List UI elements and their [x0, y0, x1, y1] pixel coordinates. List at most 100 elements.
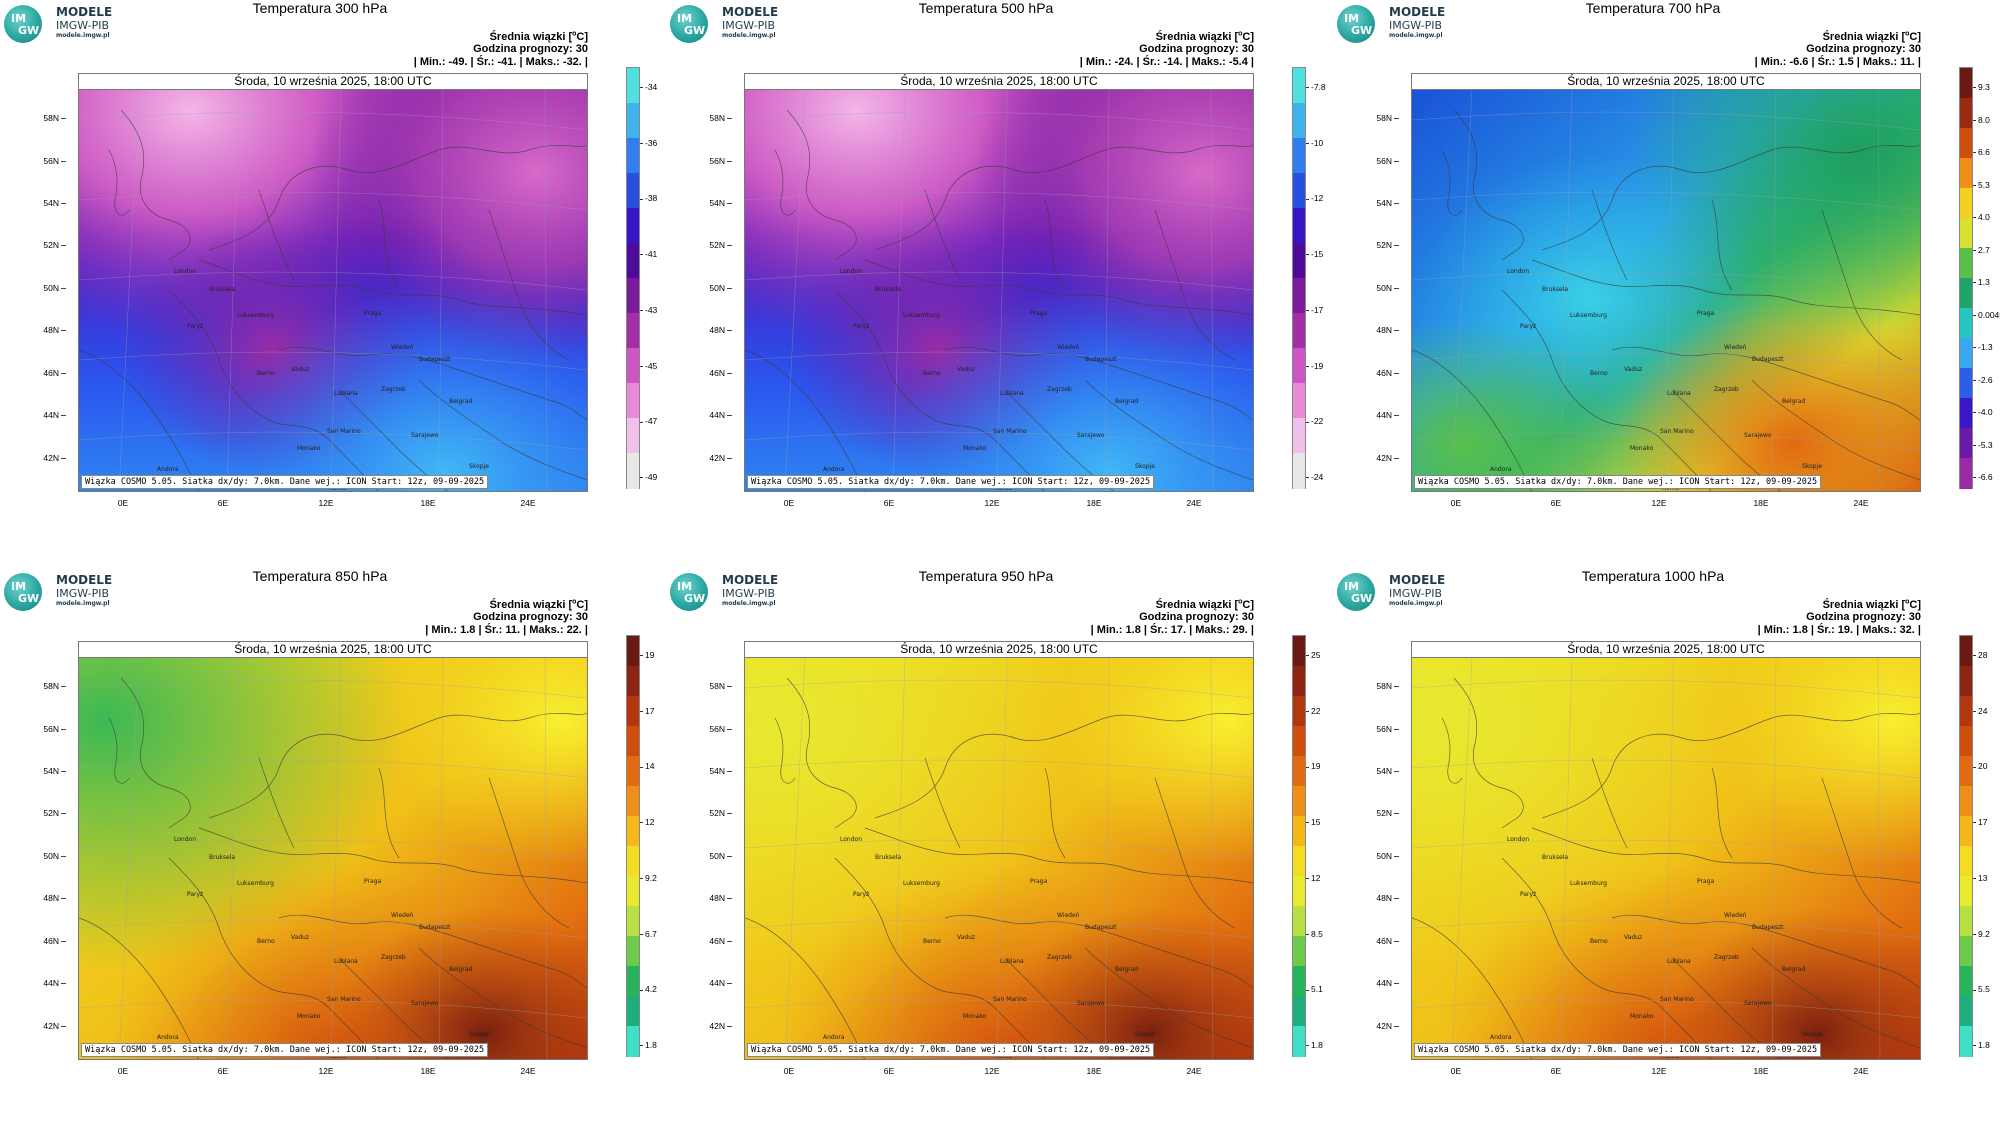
panel-info: Średnia wiązki [oC] Godzina prognozy: 30… [1755, 28, 1921, 68]
colorbar-tick-label: -15 [1306, 249, 1323, 259]
colorbar-segment [1293, 68, 1305, 104]
colorbar-tick-label: 12 [640, 817, 654, 827]
colorbar-segment [1293, 453, 1305, 489]
latitude-label: 54N [36, 766, 66, 776]
colorbar-tick-label: 25 [1306, 650, 1320, 660]
colorbar-ticks: 9.3 8.0 6.6 5.3 4.0 2.7 1.3 0.0045 -1.3 -2.6 -4.0 -… [1973, 67, 2000, 487]
city-label: Vaduz [957, 934, 976, 941]
colorbar-segment [1293, 418, 1305, 454]
logo-text-imgw: IMGW-PIB [1389, 19, 1443, 32]
city-label: Bruksela [1542, 854, 1569, 861]
imgw-logo-icon: IM GW [670, 5, 708, 43]
forecast-date: Środa, 10 września 2025, 18:00 UTC [79, 74, 587, 90]
city-label: Belgrad [449, 398, 473, 405]
latitude-label: 52N [36, 808, 66, 818]
city-label: Berno [257, 938, 275, 945]
colorbar-segment [1960, 876, 1972, 907]
colorbar-tick-label: -38 [640, 193, 657, 203]
colorbar-segment [627, 138, 639, 174]
city-label: San Marino [1660, 996, 1694, 1003]
city-label: Zagrzeb [1714, 386, 1739, 393]
city-label: Paryż [187, 323, 204, 330]
colorbar-segment [627, 636, 639, 667]
longitude-label: 12E [984, 1066, 1000, 1076]
longitude-label: 24E [520, 1066, 536, 1076]
imgw-logo: IM GW MODELE IMGW-PIB modele.imgw.pl [670, 571, 790, 611]
colorbar-ticks: 25 22 19 15 12 8.5 5.1 1.8 [1306, 635, 1338, 1055]
city-label: Monako [297, 1013, 321, 1020]
colorbar-tick-label: 6.7 [640, 929, 657, 939]
colorbar-segment [1960, 936, 1972, 967]
colorbar-segment [627, 816, 639, 847]
city-label: Zagrzeb [381, 954, 406, 961]
colorbar-segment [1293, 726, 1305, 757]
panel-title: Temperatura 1000 hPa [1581, 568, 1725, 584]
graticule [1412, 90, 1920, 491]
panel-info: Średnia wiązki [oC] Godzina prognozy: 30… [1091, 596, 1254, 636]
city-label: Andora [157, 1034, 179, 1041]
city-label: San Marino [1660, 428, 1694, 435]
colorbar-tick-label: -5.3 [1973, 440, 1993, 450]
subtitle: Średnia wiązki [oC] [1155, 598, 1254, 611]
imgw-logo-icon: IM GW [4, 5, 42, 43]
colorbar-segment [627, 173, 639, 209]
colorbar-tick-label: 2.7 [1973, 245, 1990, 255]
city-label: Paryż [187, 891, 204, 898]
map-frame: Środa, 10 września 2025, 18:00 UTC [78, 73, 588, 492]
city-label: Zagrzeb [1047, 386, 1072, 393]
city-label: Bruksela [1542, 286, 1569, 293]
colorbar-segment [1960, 696, 1972, 727]
city-label: Wiedeń [1057, 912, 1080, 919]
latitude-label: 44N [702, 410, 732, 420]
city-label: Praga [1697, 310, 1715, 317]
colorbar-tick-label: 5.5 [1973, 984, 1990, 994]
map-area: London Bruksela Luksemburg Paryż Praga Wiedeń… [79, 90, 587, 491]
logo-text-url: modele.imgw.pl [56, 600, 110, 607]
city-label: Lublana [1000, 390, 1024, 397]
colorbar-segment [1960, 636, 1972, 667]
stats-line: | Min.: 1.8 | Śr.: 19. | Maks.: 32. | [1757, 623, 1921, 636]
latitude-label: 56N [1369, 724, 1399, 734]
colorbar-tick-label: -2.6 [1973, 375, 1993, 385]
forecast-date: Środa, 10 września 2025, 18:00 UTC [1412, 642, 1920, 658]
latitude-label: 54N [702, 198, 732, 208]
latitude-label: 46N [1369, 368, 1399, 378]
longitude-label: 0E [117, 498, 129, 508]
colorbar-tick-label: -47 [640, 416, 657, 426]
latitude-label: 50N [36, 851, 66, 861]
forecast-date: Środa, 10 września 2025, 18:00 UTC [745, 642, 1253, 658]
longitude-label: 24E [1186, 1066, 1202, 1076]
city-label: Andora [823, 1034, 845, 1041]
latitude-label: 46N [1369, 936, 1399, 946]
colorbar-segment [1293, 786, 1305, 817]
latitude-label: 52N [1369, 240, 1399, 250]
colorbar-segment [627, 313, 639, 349]
latitude-label: 44N [36, 410, 66, 420]
city-label: Wiedeń [1724, 344, 1747, 351]
city-label: Bruksela [209, 286, 236, 293]
colorbar-segment [1960, 786, 1972, 817]
logo-text-imgw: IMGW-PIB [722, 19, 776, 32]
colorbar-tick-label: -1.3 [1973, 342, 1993, 352]
colorbar-segment [1293, 846, 1305, 877]
colorbar-segment [1293, 103, 1305, 139]
longitude-label: 0E [783, 1066, 795, 1076]
colorbar-tick-label: 17 [1973, 817, 1987, 827]
temperature-field-map [745, 658, 1253, 1059]
colorbar-tick-label: -10 [1306, 138, 1323, 148]
colorbar-segment [1960, 68, 1972, 99]
forecast-hour: Godzina prognozy: 30 [1806, 43, 1921, 56]
colorbar-segment [1293, 816, 1305, 847]
colorbar-segment [627, 348, 639, 384]
colorbar-tick-label: -7.8 [1306, 82, 1326, 92]
forecast-hour: Godzina prognozy: 30 [473, 611, 588, 624]
longitude-label: 18E [420, 1066, 436, 1076]
colorbar-segment [627, 696, 639, 727]
latitude-label: 42N [702, 1021, 732, 1031]
panel-info: Średnia wiązki [oC] Godzina prognozy: 30… [1758, 596, 1921, 636]
city-label: Lublana [1667, 958, 1691, 965]
city-label: Sarajewo [1077, 432, 1105, 439]
city-label: Sarajewo [1744, 432, 1772, 439]
imgw-logo: IM GW MODELE IMGW-PIB modele.imgw.pl [1337, 571, 1457, 611]
colorbar-tick-label: 19 [1306, 761, 1320, 771]
